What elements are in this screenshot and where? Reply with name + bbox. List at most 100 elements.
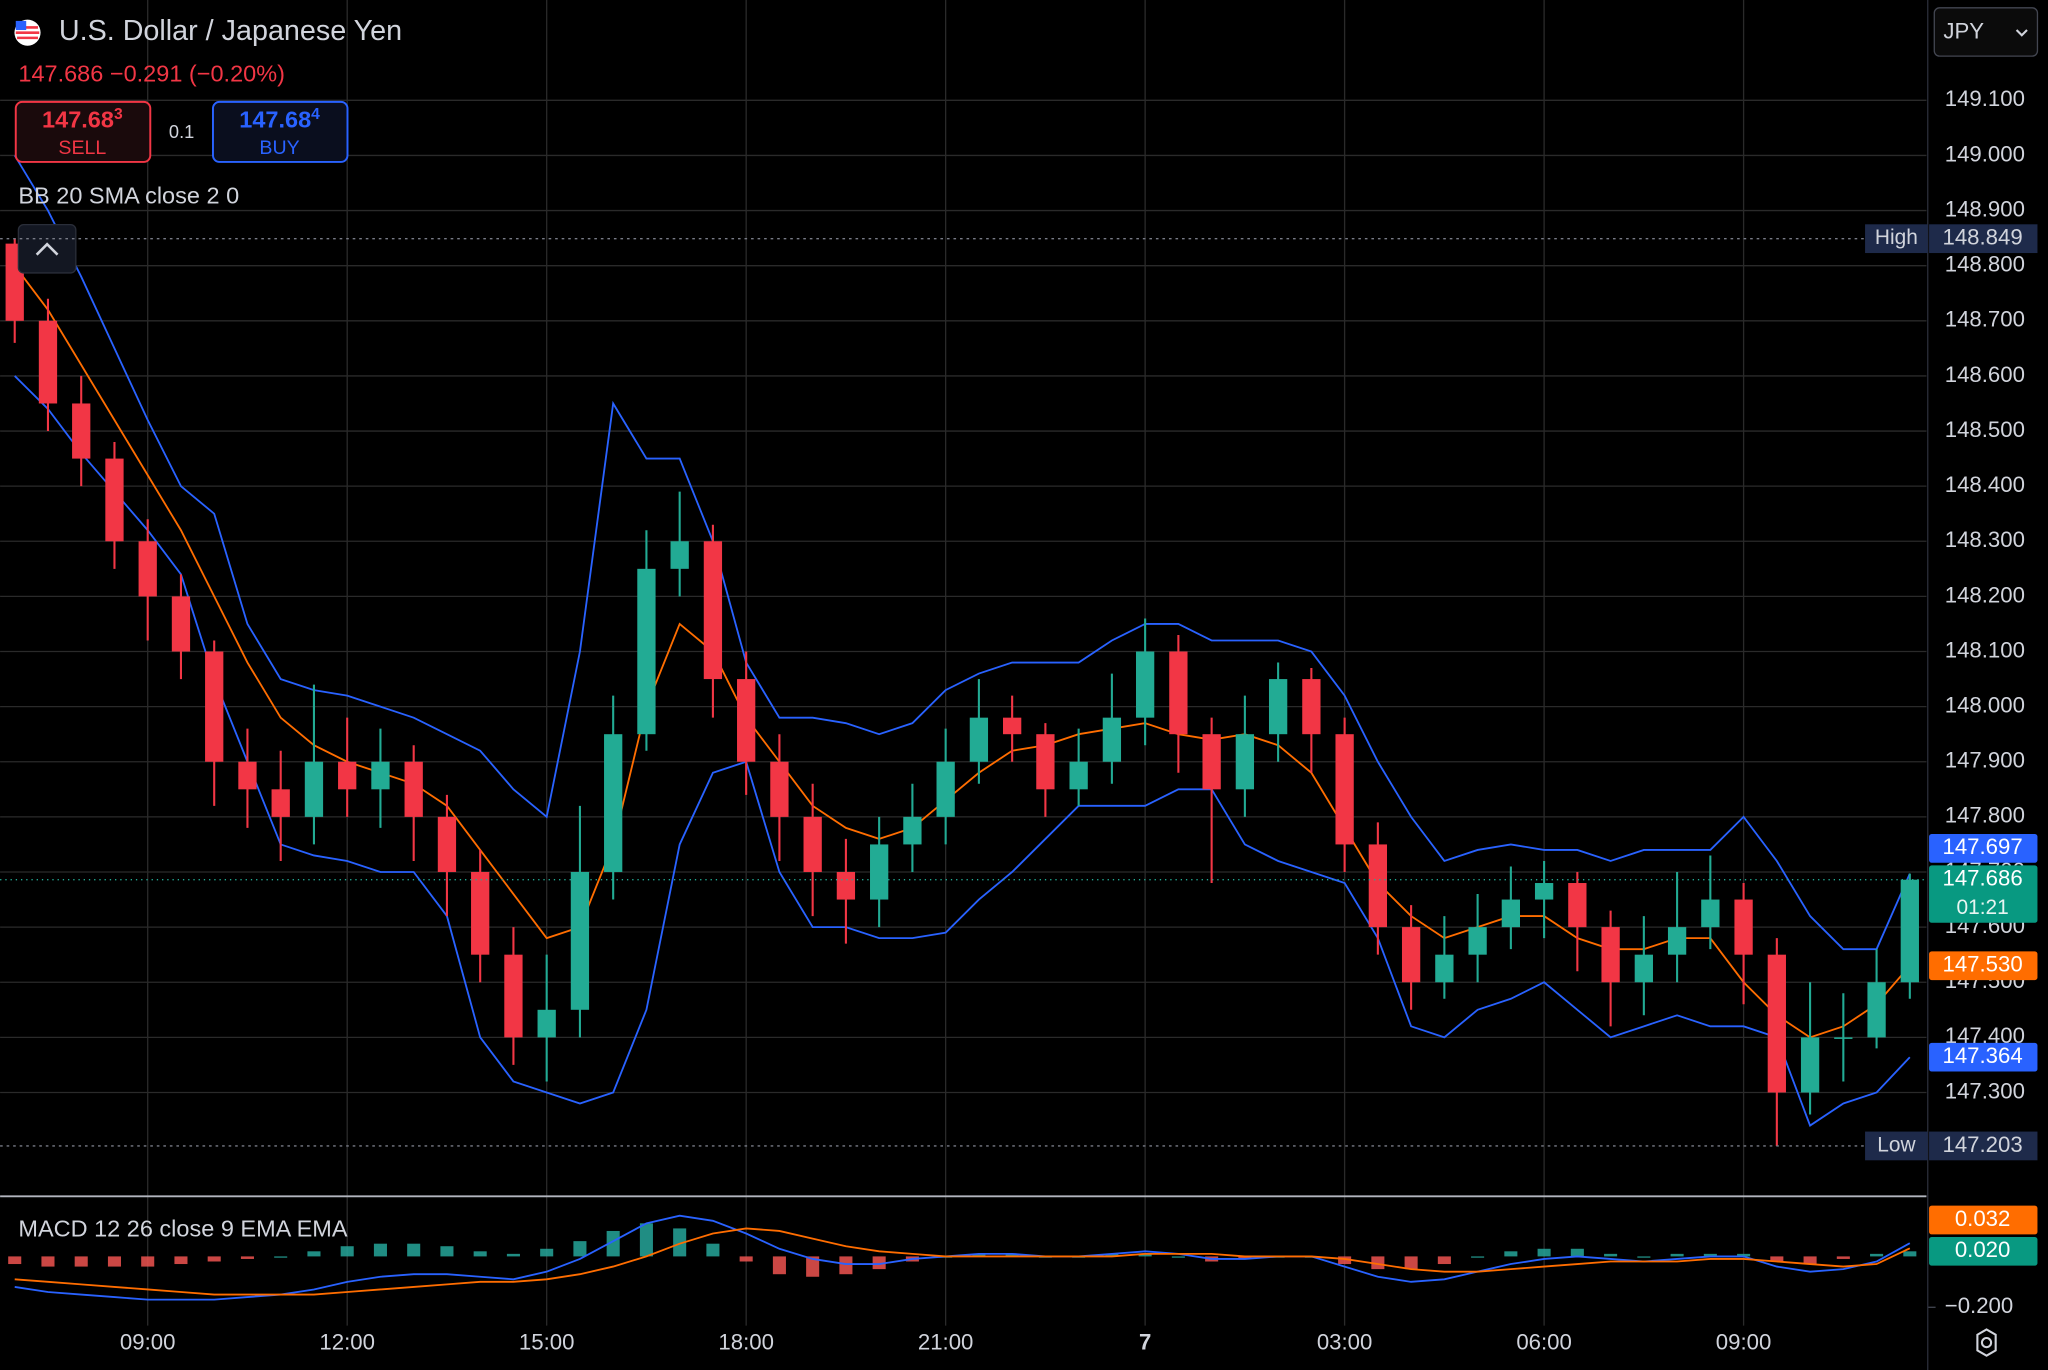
spread: 0.1 [169, 121, 194, 142]
macd-histogram-bar [8, 1256, 22, 1265]
candle-body [238, 761, 257, 790]
macd-histogram-bar [673, 1228, 687, 1257]
dropdown-chevron[interactable] [2015, 29, 2028, 37]
buy-price-pip[interactable]: 4 [311, 106, 320, 123]
candle-body [1767, 954, 1786, 1093]
collapse-button[interactable] [17, 223, 77, 274]
macd-histogram-bar [440, 1246, 454, 1257]
candle-body [1202, 734, 1221, 790]
bb-lower-line [14, 375, 1911, 1127]
candle-body [1800, 1037, 1820, 1093]
candle-body [304, 761, 324, 817]
candle-body [1401, 927, 1421, 983]
macd-histogram-bar [1105, 1253, 1119, 1257]
candle-body [1601, 927, 1620, 983]
candle-body [537, 1009, 556, 1038]
quote-line: 147.686 −0.291 (−0.20%) [18, 61, 285, 87]
sell-button[interactable]: 147.683 SELL [14, 100, 152, 163]
x-tick-label: 7 [1139, 1330, 1151, 1355]
buy-button-box[interactable] [211, 100, 349, 163]
axis-value-box [1929, 951, 2038, 981]
signal-line [14, 1227, 1911, 1296]
x-tick-label: 21:00 [918, 1330, 974, 1355]
axis-value-label: 0.020 [1955, 1237, 2011, 1262]
candle-body [1501, 899, 1520, 928]
candle-body [670, 541, 689, 569]
candle-body [404, 761, 423, 817]
macd-histogram-bar [639, 1223, 653, 1257]
y-tick-label: 148.000 [1945, 692, 2025, 717]
indicator-lines [8, 154, 1917, 1301]
currency-label[interactable]: JPY [1943, 19, 1984, 44]
candle-body [1834, 1037, 1853, 1039]
buy-label[interactable]: BUY [259, 137, 299, 159]
macd-histogram-bar [307, 1251, 321, 1257]
candle-body [1534, 883, 1554, 900]
candles [5, 238, 1919, 1146]
grid [0, 0, 1936, 1326]
y-tick-label: 148.500 [1945, 417, 2025, 442]
macd-histogram-bar [74, 1256, 88, 1267]
price-change-percent: (−0.20%) [189, 61, 285, 87]
collapse-button-box[interactable] [17, 223, 77, 274]
settings-icon-center[interactable] [1980, 1336, 1993, 1349]
macd-histogram-bar [174, 1256, 188, 1265]
x-tick-label: 12:00 [319, 1330, 375, 1355]
candle-body [637, 568, 656, 735]
bar-countdown: 01:21 [1956, 896, 2008, 919]
last-price: 147.686 [18, 61, 103, 87]
macd-histogram-bar [1670, 1253, 1684, 1257]
x-tick-label: 03:00 [1317, 1330, 1373, 1355]
candle-body [1435, 954, 1454, 983]
buy-price[interactable]: 147.684 [239, 106, 320, 133]
sell-button-box[interactable] [14, 100, 152, 163]
macd-histogram-bar [1737, 1253, 1751, 1257]
candle-body [72, 403, 91, 459]
collapse-chevron[interactable] [35, 242, 59, 256]
candle-body [1169, 651, 1188, 735]
sell-price-main[interactable]: 147.68 [42, 107, 114, 133]
currency-dropdown-box[interactable] [1933, 7, 2039, 57]
settings-icon[interactable] [1976, 1328, 1997, 1357]
currency-dropdown[interactable]: JPY [1933, 7, 2039, 57]
macd-histogram-bar [340, 1246, 354, 1257]
sell-price-pip[interactable]: 3 [114, 106, 123, 123]
symbol-title: U.S. Dollar / Japanese Yen [59, 15, 402, 47]
candle-body [1701, 899, 1720, 928]
buy-price-main[interactable]: 147.68 [239, 107, 311, 133]
macd-histogram-bar [240, 1256, 254, 1259]
x-tick-label: 15:00 [519, 1330, 575, 1355]
macd-histogram-bar [1637, 1256, 1651, 1258]
sell-price[interactable]: 147.683 [42, 106, 123, 133]
candle-body [969, 717, 989, 762]
macd-histogram-bar [1338, 1256, 1352, 1265]
candle-body [1268, 679, 1288, 735]
settings-button[interactable] [1976, 1328, 1997, 1357]
y-tick-label: 148.200 [1945, 582, 2025, 607]
macd-histogram-bar [1005, 1253, 1019, 1257]
candle-body [1003, 717, 1022, 735]
candle-body [803, 816, 822, 872]
y-tick-label: 148.600 [1945, 362, 2025, 387]
candle-body [1036, 734, 1055, 790]
price-change: −0.291 [110, 61, 183, 87]
macd-y-tick-label: −0.200 [1945, 1293, 2013, 1318]
axis-value-box [1929, 1236, 2038, 1266]
x-tick-label: 09:00 [120, 1330, 176, 1355]
candle-body [737, 679, 756, 762]
candle-body [38, 320, 58, 404]
buy-button[interactable]: 147.684 BUY [211, 100, 349, 163]
macd-histogram-bar [972, 1253, 986, 1257]
candle-body [138, 541, 157, 597]
macd-line [14, 1214, 1911, 1301]
candle-body [1568, 883, 1587, 928]
macd-histogram-bar [540, 1248, 554, 1257]
symbol-header: U.S. Dollar / Japanese Yen 147.686 −0.29… [14, 15, 402, 87]
candle-body [770, 761, 789, 817]
candle-body [1102, 717, 1122, 762]
y-tick-label: 148.100 [1945, 637, 2025, 662]
macd-histogram-bar [1703, 1253, 1717, 1257]
sell-label[interactable]: SELL [58, 137, 106, 159]
candle-body [1734, 899, 1753, 955]
candle-body [1235, 734, 1255, 790]
